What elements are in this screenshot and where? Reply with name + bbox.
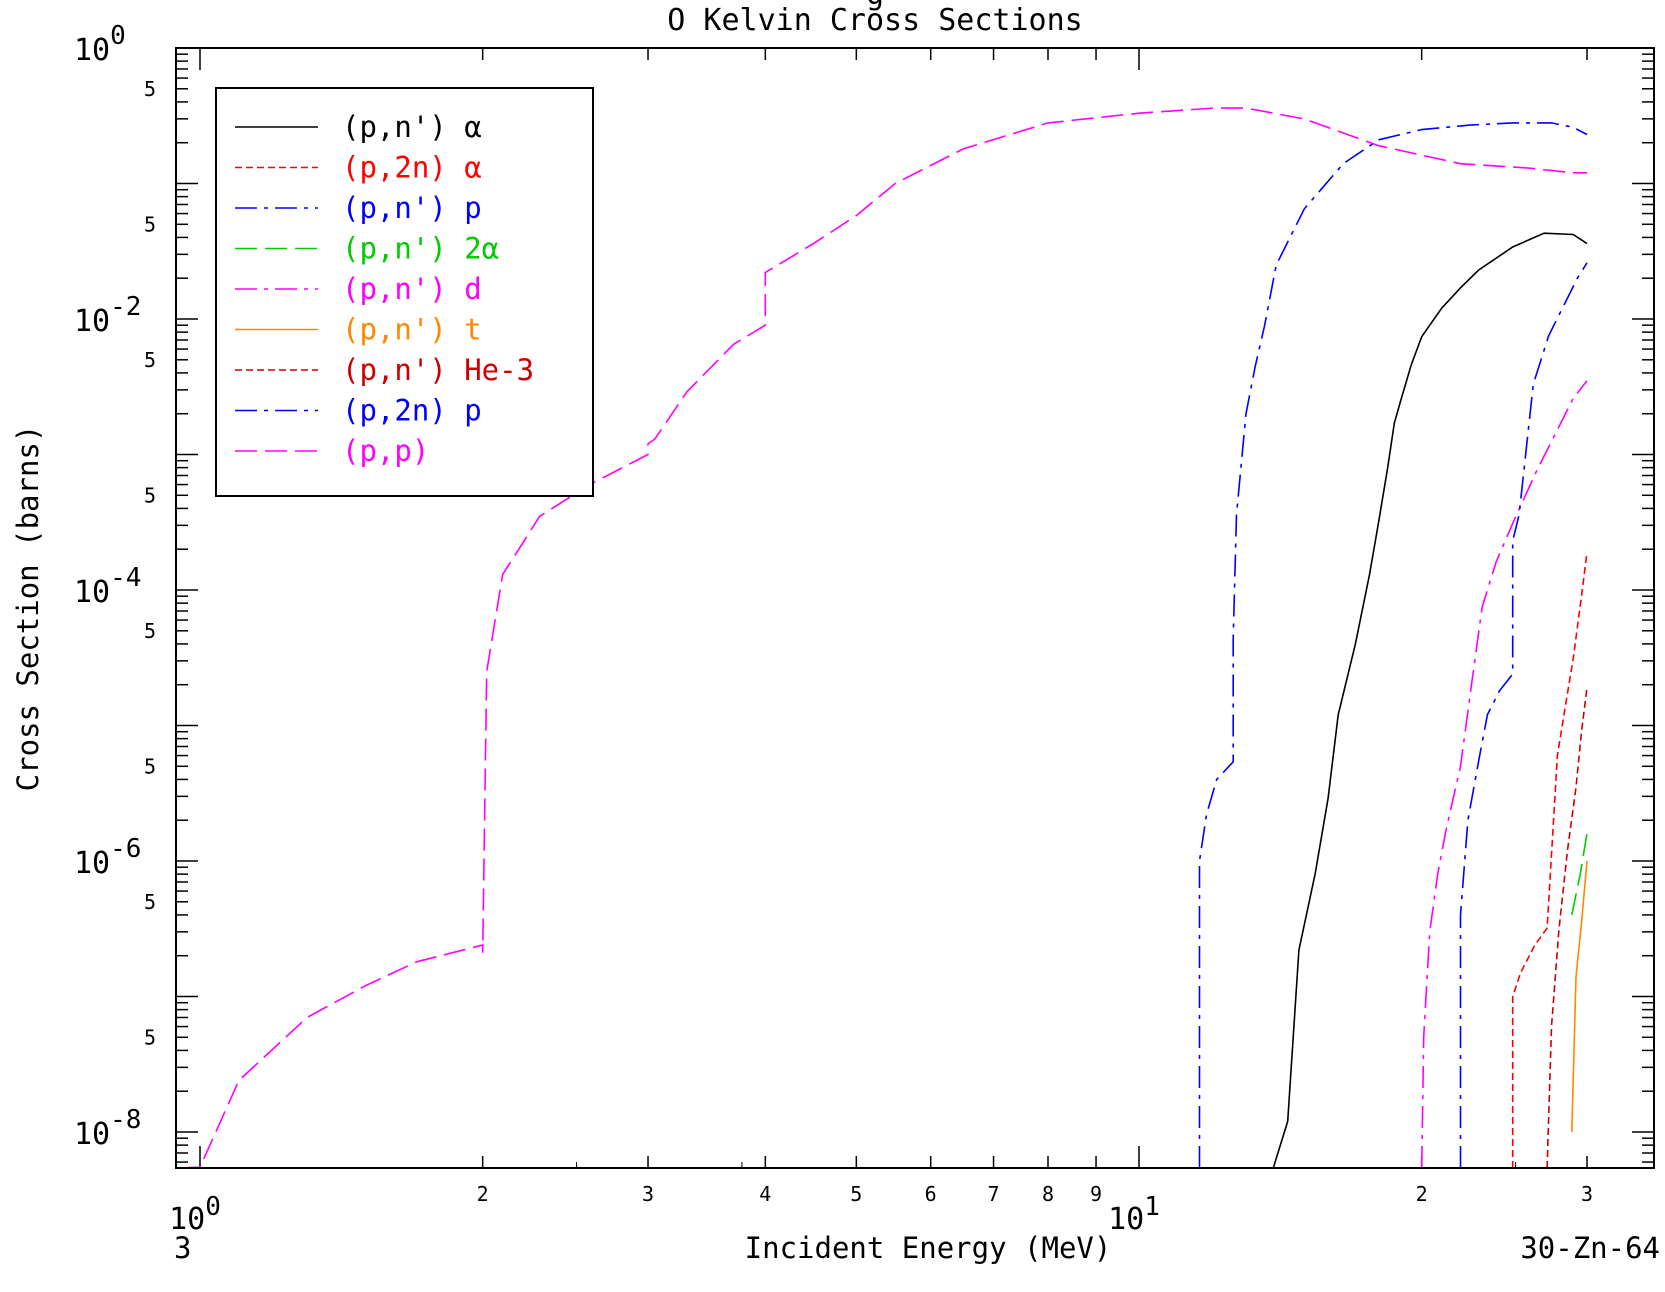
y-minor-tick-label: 5 [144,890,156,914]
y-axis-label: Cross Section (barns) [11,425,45,792]
x-minor-tick-label: 5 [850,1182,862,1206]
y-major-tick-label: 10-4 [74,563,141,610]
legend-label: (p,n') p [342,191,482,225]
legend-label: (p,n') α [342,110,482,144]
x-minor-tick-label: 3 [1581,1182,1593,1206]
y-minor-tick-label: 5 [144,754,156,778]
y-major-tick-label: 10-6 [74,834,141,881]
legend: (p,n') α (p,2n) α (p,n') p (p,n') 2α (p,n') … [215,87,594,497]
legend-label: (p,2n) p [342,394,482,428]
footer-right-label: 30-Zn-64 [1520,1231,1660,1265]
legend-box [215,87,594,497]
y-major-tick-label: 10-2 [74,292,141,339]
x-minor-tick-label: 2 [477,1182,489,1206]
legend-label: (p,p) [342,434,429,468]
series-line-8 [1459,262,1588,1168]
series-line-5 [1420,380,1588,1169]
axis-ticks: 100 101 2 3 4 5 6 7 8 9 2 3 100 10-2 10-4 10-6 10-8 5 5 5 5 5… [74,21,1654,1237]
x-minor-tick-label: 6 [925,1182,937,1206]
y-minor-tick-label: 5 [144,348,156,372]
series-line-6 [1571,860,1588,1133]
x-minor-tick-label: 3 [642,1182,654,1206]
x-axis-label: Incident Energy (MeV) [745,1231,1112,1265]
x-minor-tick-label: 8 [1042,1182,1054,1206]
y-minor-tick-label: 5 [144,77,156,101]
y-minor-tick-label: 5 [144,483,156,507]
legend-label: (p,n') 2α [342,232,499,266]
legend-label: (p,n') d [342,272,482,306]
x-minor-tick-label: 2 [1416,1182,1428,1206]
legend-label: (p,n') t [342,313,482,347]
series-line-1 [1261,232,1588,1169]
x-minor-tick-label: 7 [988,1182,1000,1206]
y-minor-tick-label: 5 [144,212,156,236]
y-minor-tick-label: 5 [144,619,156,643]
x-minor-tick-label: 9 [1090,1182,1102,1206]
y-major-tick-label: 100 [74,21,126,68]
plot-frame [175,47,1655,1169]
series-layer [179,107,1588,1169]
legend-label: (p,2n) α [342,151,482,185]
y-major-tick-label: 10-8 [74,1105,141,1152]
x-major-tick-label: 101 [1108,1192,1160,1237]
series-line-9 [179,107,1587,1169]
footer-left-label: 3 [174,1231,191,1265]
x-major-tick-label: 100 [169,1192,221,1237]
series-line-2 [1511,552,1588,1168]
legend-label: (p,n') He-3 [342,353,534,387]
chart-title-partial: g [866,0,884,12]
chart-title: O Kelvin Cross Sections [667,3,1082,38]
x-minor-tick-label: 4 [759,1182,771,1206]
series-line-4 [1571,833,1588,916]
y-minor-tick-label: 5 [144,1025,156,1049]
series-line-3 [1198,122,1588,1168]
